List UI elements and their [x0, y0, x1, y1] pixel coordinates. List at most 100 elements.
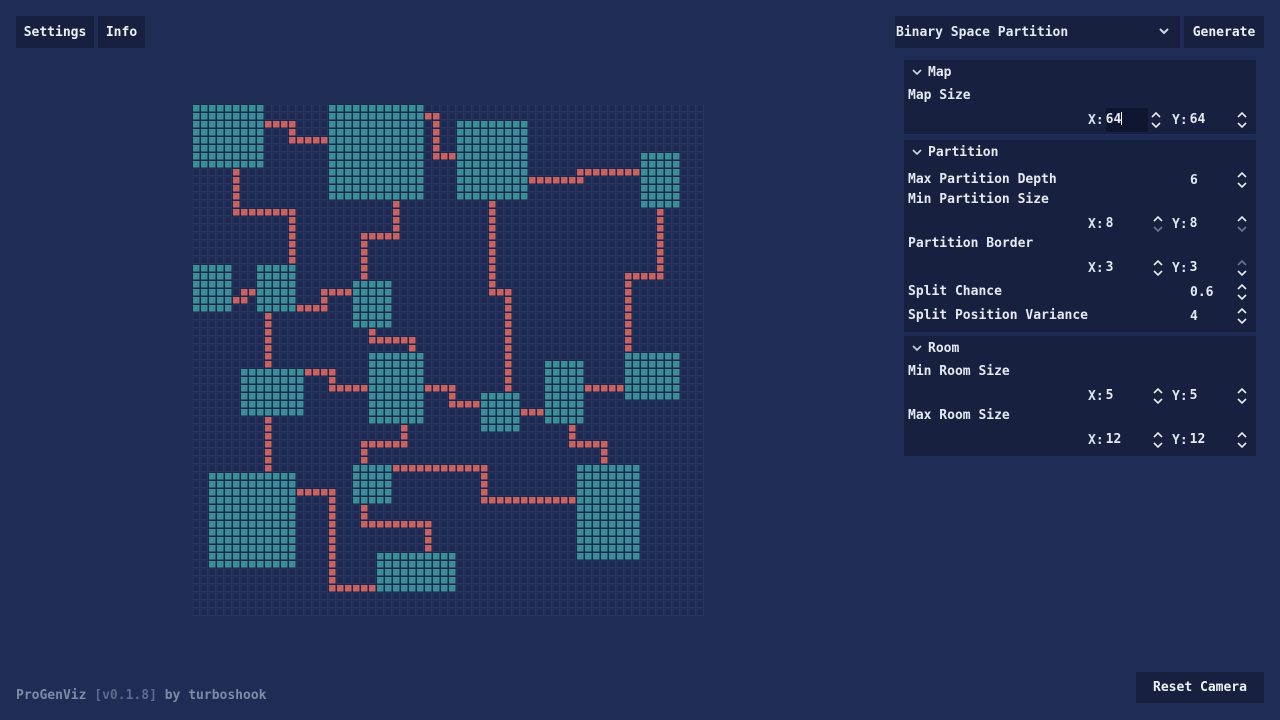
empty-tile	[216, 576, 224, 584]
room-tile	[361, 105, 368, 112]
max-partition-depth-stepper[interactable]	[1236, 168, 1250, 192]
empty-tile	[456, 296, 464, 304]
partition-border-y-field[interactable]: Y: 3	[1172, 256, 1250, 280]
min-room-size-x-stepper[interactable]	[1152, 384, 1166, 408]
empty-tile	[336, 432, 344, 440]
max-room-size-y-input[interactable]: 12	[1189, 432, 1206, 447]
dungeon-map[interactable]	[192, 104, 704, 616]
map-size-y-input[interactable]: 64	[1189, 112, 1206, 127]
partition-border-x-input[interactable]: 3	[1105, 260, 1114, 275]
room-tile	[481, 153, 488, 160]
empty-tile	[632, 440, 640, 448]
empty-tile	[248, 240, 256, 248]
max-room-size-x-field[interactable]: X: 12	[1088, 428, 1166, 452]
empty-tile	[280, 256, 288, 264]
map-size-x-field[interactable]: X: 64	[1088, 108, 1164, 132]
info-button[interactable]: Info	[98, 16, 145, 48]
settings-button[interactable]: Settings	[16, 16, 94, 48]
room-tile	[209, 481, 216, 488]
empty-tile	[680, 480, 688, 488]
partition-border-y-stepper[interactable]	[1236, 256, 1250, 280]
empty-tile	[336, 280, 344, 288]
empty-tile	[464, 536, 472, 544]
map-panel-header[interactable]: Map	[912, 64, 951, 80]
empty-tile	[528, 584, 536, 592]
empty-tile	[568, 584, 576, 592]
room-tile	[209, 145, 216, 152]
empty-tile	[680, 168, 688, 176]
empty-tile	[312, 424, 320, 432]
room-tile	[225, 297, 232, 304]
room-tile	[625, 553, 632, 560]
room-tile	[497, 177, 504, 184]
room-tile	[241, 497, 248, 504]
map-size-x-input[interactable]: 64	[1105, 108, 1148, 132]
map-size-x-stepper[interactable]	[1150, 108, 1164, 132]
partition-border-x-field[interactable]: X: 3	[1088, 256, 1166, 280]
split-chance-stepper[interactable]	[1236, 280, 1250, 304]
partition-border-x-stepper[interactable]	[1152, 256, 1166, 280]
empty-tile	[624, 592, 632, 600]
empty-tile	[224, 392, 232, 400]
empty-tile	[496, 536, 504, 544]
reset-camera-button[interactable]: Reset Camera	[1136, 672, 1264, 703]
min-partition-size-y-stepper[interactable]	[1236, 212, 1250, 236]
map-size-y-field[interactable]: Y: 64	[1172, 108, 1250, 132]
empty-tile	[488, 296, 496, 304]
max-room-size-x-stepper[interactable]	[1152, 428, 1166, 452]
max-room-size-y-stepper[interactable]	[1236, 428, 1250, 452]
room-tile	[673, 369, 680, 376]
room-tile	[505, 161, 512, 168]
algorithm-select[interactable]: Binary Space Partition	[895, 16, 1180, 48]
generate-button[interactable]: Generate	[1184, 16, 1264, 48]
min-partition-size-y-input[interactable]: 8	[1189, 216, 1198, 231]
room-tile	[417, 361, 424, 368]
max-room-size-y-field[interactable]: Y: 12	[1172, 428, 1250, 452]
empty-tile	[200, 248, 208, 256]
min-partition-size-y-field[interactable]: Y: 8	[1172, 212, 1250, 236]
empty-tile	[504, 504, 512, 512]
partition-border-y-input[interactable]: 3	[1189, 260, 1198, 275]
empty-tile	[568, 192, 576, 200]
map-size-y-stepper[interactable]	[1236, 108, 1250, 132]
min-partition-size-x-input[interactable]: 8	[1105, 216, 1114, 231]
min-room-size-y-stepper[interactable]	[1236, 384, 1250, 408]
min-partition-size-x-field[interactable]: X: 8	[1088, 212, 1166, 236]
max-partition-depth-field[interactable]: 6	[1190, 168, 1250, 192]
split-chance-field[interactable]: 0.6	[1190, 280, 1250, 304]
room-tile	[401, 145, 408, 152]
min-partition-size-x-stepper[interactable]	[1152, 212, 1166, 236]
empty-tile	[576, 224, 584, 232]
room-tile	[257, 145, 264, 152]
empty-tile	[384, 264, 392, 272]
empty-tile	[384, 512, 392, 520]
corridor-tile	[361, 585, 368, 592]
min-room-size-y-input[interactable]: 5	[1189, 388, 1198, 403]
room-tile	[369, 409, 376, 416]
room-tile	[233, 553, 240, 560]
split-position-variance-field[interactable]: 4	[1190, 304, 1250, 328]
empty-tile	[288, 608, 296, 616]
min-room-size-x-field[interactable]: X: 5	[1088, 384, 1166, 408]
room-tile	[409, 161, 416, 168]
max-partition-depth-input[interactable]: 6	[1190, 172, 1198, 188]
room-tile	[369, 385, 376, 392]
empty-tile	[464, 416, 472, 424]
empty-tile	[304, 584, 312, 592]
partition-panel-header[interactable]: Partition	[912, 144, 998, 160]
empty-tile	[320, 472, 328, 480]
split-position-variance-stepper[interactable]	[1236, 304, 1250, 328]
split-position-variance-input[interactable]: 4	[1190, 308, 1198, 324]
empty-tile	[376, 328, 384, 336]
empty-tile	[520, 520, 528, 528]
empty-tile	[520, 328, 528, 336]
empty-tile	[680, 440, 688, 448]
room-panel-header[interactable]: Room	[912, 340, 959, 356]
min-room-size-y-field[interactable]: Y: 5	[1172, 384, 1250, 408]
min-room-size-x-input[interactable]: 5	[1105, 388, 1114, 403]
empty-tile	[360, 376, 368, 384]
split-chance-input[interactable]: 0.6	[1190, 284, 1214, 300]
max-room-size-x-input[interactable]: 12	[1105, 432, 1122, 447]
room-tile	[225, 481, 232, 488]
empty-tile	[224, 200, 232, 208]
